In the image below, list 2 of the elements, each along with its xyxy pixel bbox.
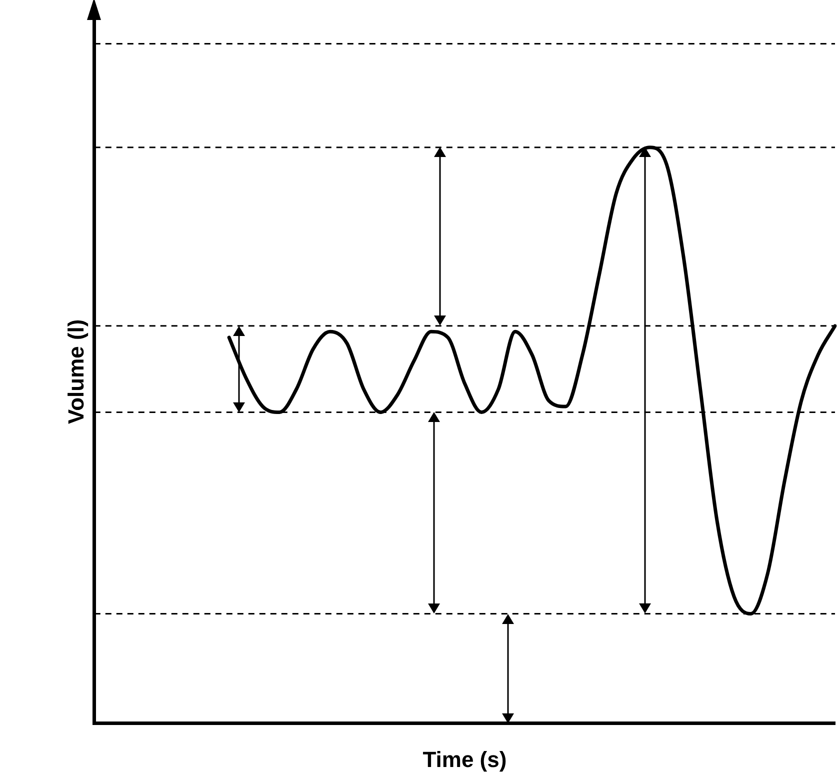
x-axis-title: Time (s) <box>422 746 507 772</box>
y-axis-title: Volume (l) <box>63 319 88 424</box>
